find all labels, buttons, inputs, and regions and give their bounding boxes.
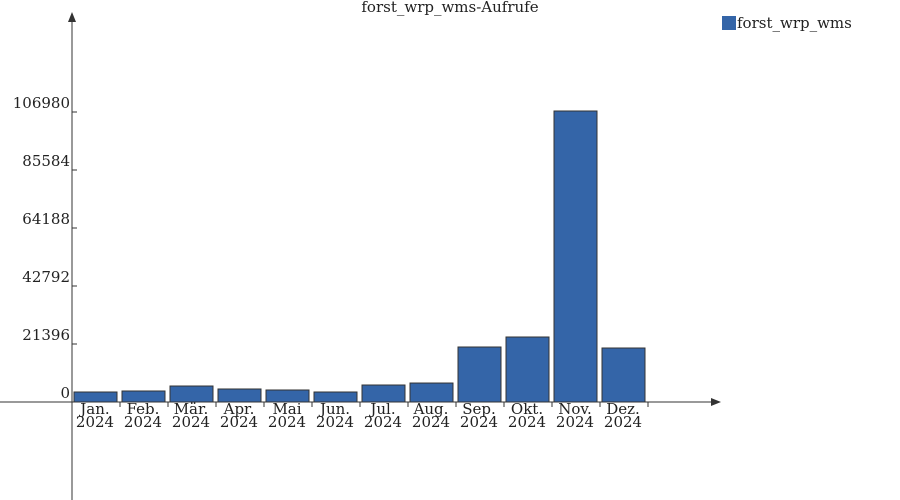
y-tick-label: 85584 (22, 152, 70, 170)
y-tick-label: 42792 (22, 268, 70, 286)
y-tick-label: 21396 (22, 326, 70, 344)
legend-label: forst_wrp_wms (737, 14, 852, 32)
y-axis-arrow (68, 12, 76, 22)
bar (553, 110, 598, 403)
x-tick-label: Jul. 2024 (364, 400, 402, 431)
y-tick-label: 64188 (22, 210, 70, 228)
x-tick-label: Nov. 2024 (556, 400, 594, 431)
legend-swatch (722, 16, 736, 30)
x-tick-label: Feb. 2024 (124, 400, 162, 431)
x-tick-label: Apr. 2024 (220, 400, 258, 431)
bar (505, 336, 550, 403)
x-tick-label: Okt. 2024 (508, 400, 546, 431)
bar (73, 391, 118, 403)
bar (265, 389, 310, 403)
y-tick-label: 106980 (13, 94, 70, 112)
chart-title: forst_wrp_wms-Aufrufe (361, 0, 538, 16)
x-tick-label: Dez. 2024 (604, 400, 642, 431)
bar (601, 347, 646, 403)
bar (169, 385, 214, 403)
x-tick-label: Jun. 2024 (316, 400, 354, 431)
x-tick-label: Jan. 2024 (76, 400, 114, 431)
x-tick-label: Sep. 2024 (460, 400, 498, 431)
x-tick-label: Mär. 2024 (172, 400, 210, 431)
bar (217, 388, 262, 403)
bar (121, 390, 166, 403)
x-tick-label: Mai 2024 (268, 400, 306, 431)
bar (313, 391, 358, 403)
x-tick-label: Aug. 2024 (412, 400, 450, 431)
x-axis-arrow (711, 398, 721, 406)
bar (361, 384, 406, 403)
bar (409, 382, 454, 403)
y-tick-label: 0 (60, 384, 70, 402)
bar (457, 346, 502, 403)
